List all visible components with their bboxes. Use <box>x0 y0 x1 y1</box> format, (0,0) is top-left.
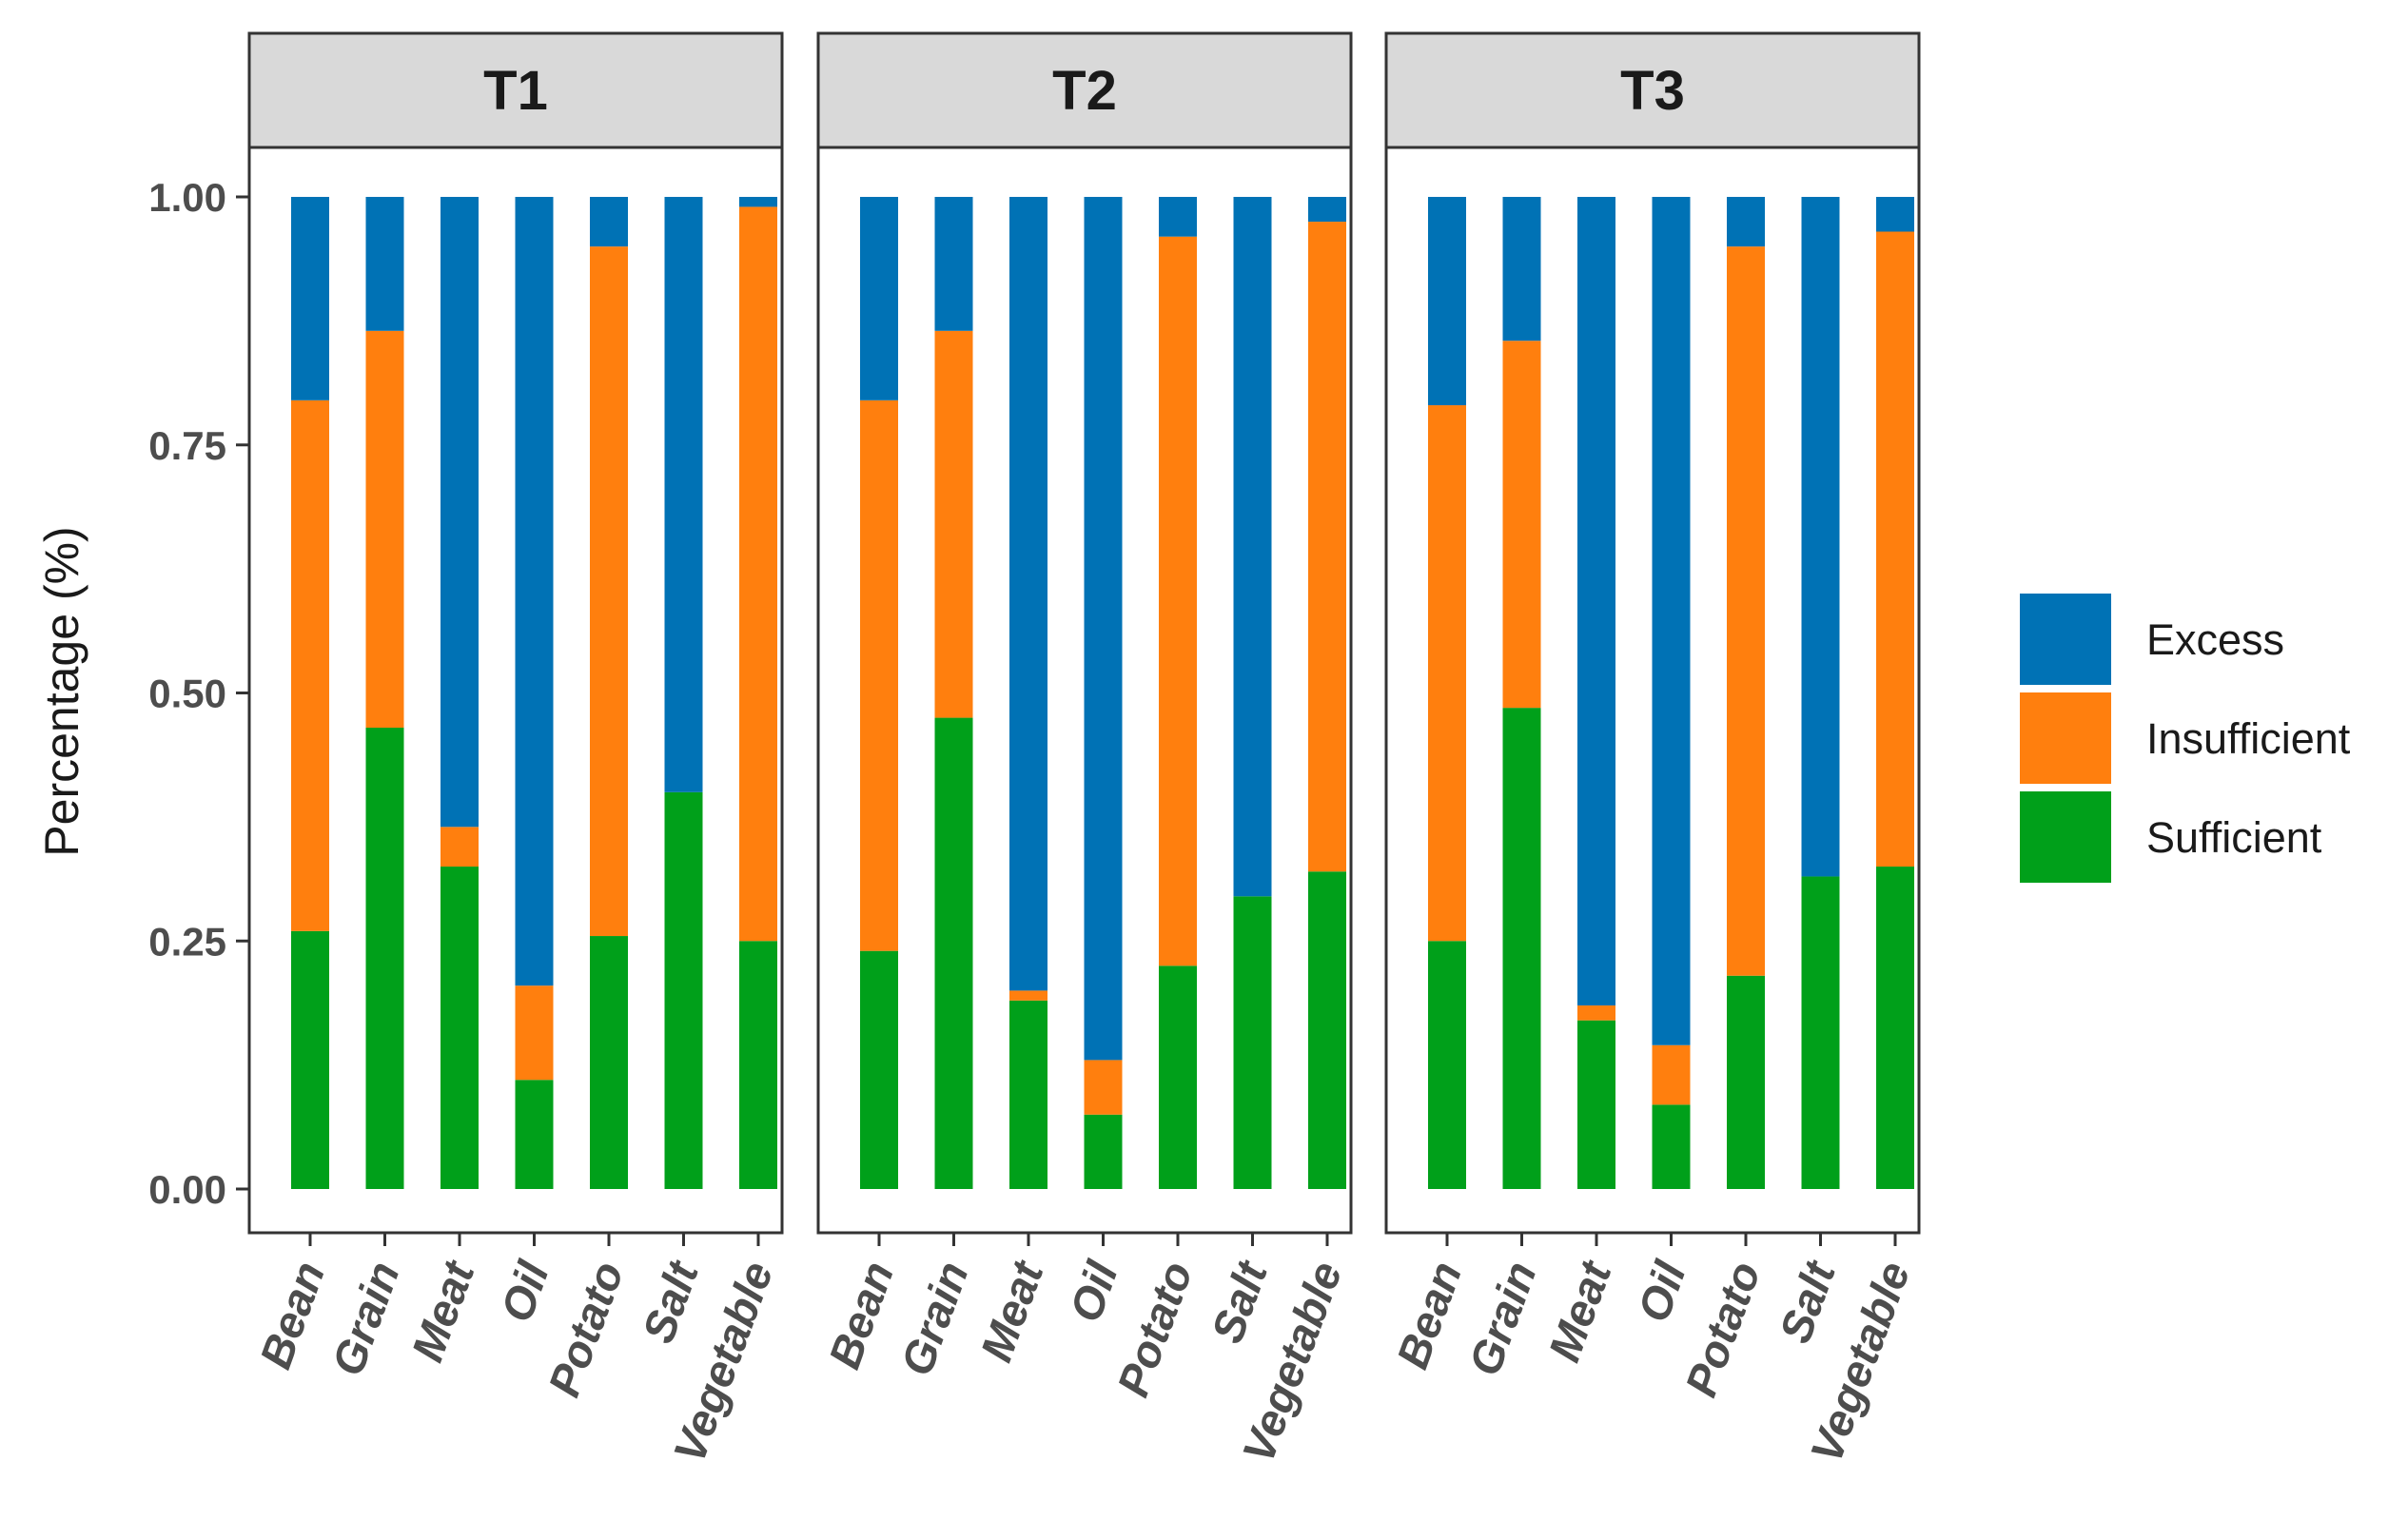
x-tick-label: Oil <box>491 1254 559 1328</box>
facet-strip-label: T1 <box>483 60 548 122</box>
legend-label-sufficient: Sufficient <box>2146 813 2322 862</box>
bar-bean-sufficient <box>291 931 329 1189</box>
legend-key-sufficient <box>2020 791 2111 883</box>
bar-vegetable-sufficient <box>739 941 777 1189</box>
y-tick-label: 0.00 <box>148 1167 226 1212</box>
y-tick-label: 0.50 <box>148 672 226 716</box>
bar-vegetable-excess <box>1876 197 1914 232</box>
bar-grain-excess <box>935 197 973 331</box>
bar-potato-excess <box>590 197 628 246</box>
x-tick-label: Bean <box>1386 1255 1471 1374</box>
x-tick-label: Salt <box>633 1253 709 1349</box>
bar-oil-excess <box>516 197 554 985</box>
bar-vegetable-sufficient <box>1308 871 1346 1189</box>
bar-meat-sufficient <box>440 867 479 1189</box>
bar-bean-insufficient <box>1428 405 1466 941</box>
facet-strip-label: T3 <box>1620 60 1685 122</box>
bar-grain-excess <box>366 197 404 331</box>
bar-grain-sufficient <box>366 728 404 1189</box>
bar-potato-sufficient <box>590 936 628 1189</box>
x-tick-label: Meat <box>970 1253 1053 1368</box>
legend-label-insufficient: Insufficient <box>2146 714 2351 763</box>
x-tick-label: Salt <box>1202 1253 1278 1349</box>
legend-label-excess: Excess <box>2146 615 2284 664</box>
x-tick-label: Bean <box>818 1255 903 1374</box>
bar-vegetable-excess <box>1308 197 1346 222</box>
bar-salt-excess <box>1234 197 1272 896</box>
bar-grain-sufficient <box>1503 708 1541 1189</box>
x-tick-label: Bean <box>249 1255 334 1374</box>
bar-grain-excess <box>1503 197 1541 341</box>
bar-meat-excess <box>1577 197 1615 1005</box>
x-tick-label: Meat <box>401 1253 484 1368</box>
bar-salt-excess <box>665 197 703 792</box>
legend-key-excess <box>2020 594 2111 685</box>
facet-strip-label: T2 <box>1052 60 1117 122</box>
bar-oil-insufficient <box>516 985 554 1080</box>
y-tick-label: 1.00 <box>148 175 226 220</box>
legend-key-insufficient <box>2020 692 2111 784</box>
bar-vegetable-insufficient <box>1876 232 1914 867</box>
bar-grain-insufficient <box>1503 341 1541 708</box>
x-tick-label: Meat <box>1538 1253 1621 1368</box>
chart: T1BeanGrainMeat OilPotato SaltVegetableT2B… <box>0 0 2408 1540</box>
bar-vegetable-insufficient <box>1308 222 1346 871</box>
bar-potato-excess <box>1727 197 1765 246</box>
bar-salt-sufficient <box>1802 876 1840 1189</box>
bar-meat-excess <box>1009 197 1047 990</box>
bar-bean-excess <box>291 197 329 400</box>
legend: Excess Insufficient Sufficient <box>2020 594 2351 883</box>
bar-oil-insufficient <box>1653 1045 1691 1105</box>
bar-salt-sufficient <box>1234 896 1272 1189</box>
bar-potato-excess <box>1159 197 1197 237</box>
bar-oil-sufficient <box>1653 1104 1691 1189</box>
bar-meat-insufficient <box>1577 1005 1615 1021</box>
bar-potato-insufficient <box>1727 246 1765 976</box>
bar-meat-sufficient <box>1009 1001 1047 1189</box>
bar-vegetable-sufficient <box>1876 867 1914 1189</box>
y-tick-label: 0.75 <box>148 423 226 468</box>
bar-bean-excess <box>1428 197 1466 405</box>
bar-oil-excess <box>1653 197 1691 1045</box>
bar-oil-sufficient <box>1085 1115 1123 1189</box>
x-tick-label: Grain <box>1459 1255 1546 1381</box>
y-axis: 0.00 0.25 0.50 0.75 1.00 <box>148 175 249 1212</box>
bar-meat-insufficient <box>440 827 479 867</box>
bar-oil-excess <box>1085 197 1123 1060</box>
y-tick-label: 0.25 <box>148 919 226 964</box>
bar-meat-insufficient <box>1009 990 1047 1000</box>
x-tick-label: Oil <box>1628 1254 1696 1328</box>
bar-bean-excess <box>860 197 898 400</box>
x-tick-label: Salt <box>1770 1253 1846 1349</box>
bar-oil-sufficient <box>516 1080 554 1189</box>
bar-oil-insufficient <box>1085 1060 1123 1114</box>
bar-meat-excess <box>440 197 479 827</box>
bar-bean-sufficient <box>860 951 898 1189</box>
bar-potato-sufficient <box>1159 965 1197 1189</box>
y-axis-title: Percentage (%) <box>35 526 88 856</box>
bar-potato-sufficient <box>1727 976 1765 1189</box>
bar-bean-insufficient <box>291 400 329 931</box>
x-tick-label: Oil <box>1060 1254 1128 1328</box>
bar-grain-sufficient <box>935 718 973 1189</box>
bar-salt-excess <box>1802 197 1840 876</box>
bar-grain-insufficient <box>366 331 404 728</box>
bar-salt-sufficient <box>665 792 703 1189</box>
bar-vegetable-excess <box>739 197 777 206</box>
x-tick-label: Grain <box>322 1255 409 1381</box>
x-tick-label: Grain <box>891 1255 978 1381</box>
bar-bean-sufficient <box>1428 941 1466 1189</box>
bar-potato-insufficient <box>1159 237 1197 966</box>
bar-potato-insufficient <box>590 246 628 936</box>
bar-bean-insufficient <box>860 400 898 951</box>
bar-vegetable-insufficient <box>739 206 777 941</box>
bar-meat-sufficient <box>1577 1021 1615 1189</box>
bar-grain-insufficient <box>935 331 973 718</box>
